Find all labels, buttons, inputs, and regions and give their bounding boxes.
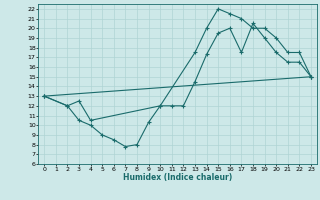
X-axis label: Humidex (Indice chaleur): Humidex (Indice chaleur) <box>123 173 232 182</box>
